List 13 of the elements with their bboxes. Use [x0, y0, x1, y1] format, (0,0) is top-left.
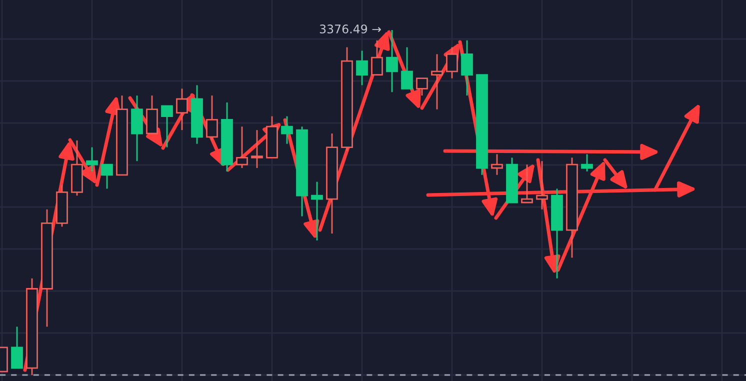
candlestick — [536, 160, 548, 210]
candlestick — [386, 29, 398, 93]
candlestick — [326, 132, 338, 234]
candlestick — [281, 116, 293, 145]
candlestick — [461, 40, 473, 96]
candlestick — [131, 94, 143, 162]
candlestick — [311, 181, 323, 242]
candlestick — [176, 88, 188, 131]
annotation: 3376.49 → — [320, 24, 381, 34]
candlestick — [251, 129, 263, 169]
candlestick — [431, 53, 443, 110]
candlestick — [356, 50, 368, 86]
candlestick — [41, 208, 53, 328]
